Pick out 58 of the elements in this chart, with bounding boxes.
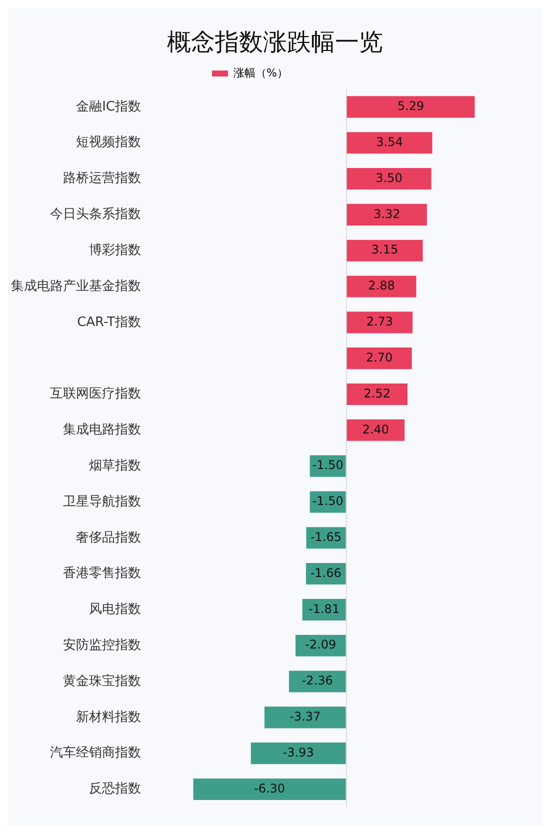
y-tick-label: 金融IC指数 (76, 99, 141, 114)
data-label: -3.37 (290, 710, 321, 724)
data-label: 2.73 (366, 314, 394, 329)
data-label: 5.29 (397, 99, 424, 114)
bar (346, 348, 412, 370)
legend-label: 涨幅（%） (234, 66, 288, 80)
bar (346, 132, 432, 154)
bar (288, 670, 346, 692)
bar (346, 204, 427, 226)
bar (264, 706, 346, 728)
y-tick-label: 汽车经销商指数 (50, 746, 141, 761)
data-label: -1.66 (310, 566, 342, 580)
bar (346, 240, 423, 262)
bar (302, 598, 346, 620)
y-tick-label: 反恐指数 (89, 782, 141, 797)
data-label: 2.70 (366, 350, 393, 364)
data-label: -1.50 (312, 458, 344, 472)
bar (346, 312, 413, 334)
bar (250, 742, 346, 764)
data-label: -1.81 (308, 602, 340, 616)
y-tick-label: 新材料指数 (76, 710, 141, 725)
bar (306, 527, 346, 549)
bar (346, 168, 432, 190)
data-label: 3.50 (376, 170, 402, 185)
bar (346, 383, 408, 406)
bar (346, 276, 416, 298)
y-tick-label: 集成电路指数 (63, 422, 141, 438)
y-tick-label: 奢侈品指数 (76, 530, 141, 546)
data-label: -6.30 (254, 781, 286, 796)
bar (296, 634, 346, 656)
bar (346, 419, 405, 441)
data-label: -3.93 (282, 745, 314, 760)
chart-title: 概念指数涨跌幅一览 (166, 27, 384, 58)
y-tick-label: 风电指数 (89, 602, 141, 618)
data-label: -1.65 (310, 530, 342, 544)
y-tick-label: 集成电路产业基金指数 (11, 278, 141, 294)
data-label: 3.32 (373, 206, 400, 221)
data-label: -2.09 (305, 638, 336, 652)
y-tick-label: 今日头条系指数 (50, 207, 141, 222)
y-tick-label: 博彩指数 (89, 242, 141, 258)
y-tick-label: 香港零售指数 (63, 566, 141, 582)
data-label: 2.40 (362, 422, 390, 436)
bar (193, 778, 346, 800)
data-label: 3.54 (376, 134, 403, 149)
data-label: 3.15 (371, 242, 398, 257)
y-tick-label: 互联网医疗指数 (50, 386, 141, 402)
y-tick-label: 烟草指数 (89, 458, 141, 474)
y-tick-label: 安防监控指数 (63, 636, 141, 653)
y-tick-label: 短视频指数 (76, 135, 141, 150)
data-label: -2.36 (302, 674, 333, 688)
data-label: 2.88 (368, 278, 395, 293)
data-label: 2.52 (364, 386, 390, 400)
y-tick-label: 路桥运营指数 (63, 171, 141, 186)
y-tick-label: CAR-T指数 (77, 314, 141, 330)
data-label: -1.50 (312, 494, 344, 508)
bar (346, 96, 475, 118)
y-tick-label: 黄金珠宝指数 (63, 672, 141, 689)
y-tick-label: 卫星导航指数 (63, 494, 141, 510)
